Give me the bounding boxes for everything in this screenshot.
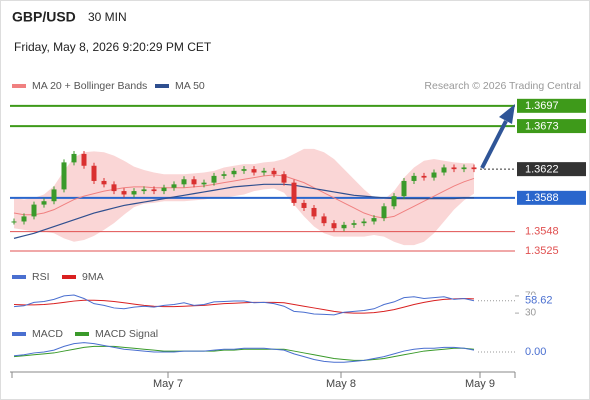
candle [111, 184, 117, 192]
legend-label: 9MA [82, 271, 104, 283]
level-label: 1.3622 [525, 164, 559, 176]
candle [281, 174, 287, 183]
candle [301, 202, 307, 208]
candle [341, 224, 347, 229]
candle [371, 218, 377, 222]
candle [441, 167, 447, 173]
rsi-line [13, 294, 475, 316]
candle [21, 216, 27, 222]
candle [151, 189, 157, 192]
y-tick-label: 0.00 [525, 346, 546, 358]
timeframe: 30 MIN [88, 10, 127, 24]
candle [471, 167, 477, 170]
candle [51, 189, 57, 202]
ma-line [13, 174, 475, 219]
source: Research © 2026 Trading Central [424, 80, 581, 92]
candle [101, 180, 107, 185]
candle [391, 196, 397, 207]
chart-title: GBP/USD [12, 9, 76, 25]
candle [401, 180, 407, 197]
level-label: 1.3525 [525, 245, 559, 257]
macd-line [13, 342, 475, 363]
candle [71, 153, 77, 163]
candle [161, 187, 167, 192]
candle [81, 153, 87, 166]
candle [141, 189, 147, 192]
level-label: 1.3588 [525, 192, 559, 204]
candle [251, 169, 257, 173]
candle [461, 167, 467, 170]
candle [411, 175, 417, 181]
candle [331, 223, 337, 229]
legend-label: RSI [32, 271, 50, 283]
ma-line [13, 183, 474, 239]
candle [241, 169, 247, 171]
rsi-line [13, 297, 475, 314]
level-box [517, 190, 586, 205]
candle [261, 170, 267, 173]
candle [451, 167, 457, 170]
candle [11, 221, 17, 223]
main-layer: 1.3697 1.3673 1.3622 1.3588 1.3548 1.3525 [11, 98, 586, 257]
candle [131, 191, 137, 195]
x-tick-label: May 7 [153, 378, 183, 390]
x-tick-label: May 8 [326, 378, 356, 390]
legend-label: MA 50 [175, 80, 205, 92]
legend-label: MACD [32, 328, 63, 340]
legend-swatch [12, 275, 26, 279]
candle [311, 207, 317, 217]
candle [91, 165, 97, 181]
candle [231, 170, 237, 175]
legend-swatch [155, 84, 169, 88]
level-label: 1.3548 [525, 226, 559, 238]
value-bg [520, 294, 560, 307]
legend-swatch [62, 275, 76, 279]
level-label: 1.3697 [525, 100, 559, 112]
chart-subtitle: Friday, May 8, 2026 9:20:29 PM CET [14, 40, 212, 54]
y-tick-label: 30 [525, 308, 537, 319]
candle [31, 204, 37, 217]
legend-label: MACD Signal [95, 328, 158, 340]
candle [61, 162, 67, 190]
candle [191, 179, 197, 185]
macd-line [13, 345, 475, 361]
level-box [517, 119, 586, 134]
level-box [517, 162, 586, 177]
candle [421, 175, 427, 178]
legend-swatch [12, 84, 26, 88]
candle [321, 216, 327, 224]
candle [41, 201, 47, 205]
legend-swatch [12, 332, 26, 336]
rsi-value: 58.62 [525, 295, 553, 307]
candle [271, 170, 277, 175]
candle [201, 182, 207, 185]
candle [431, 172, 437, 178]
candle [361, 221, 367, 224]
x-tick-label: May 9 [465, 378, 495, 390]
level-box [517, 98, 586, 113]
forecast-arrow [480, 120, 508, 169]
candle [171, 184, 177, 188]
level-label: 1.3673 [525, 120, 559, 132]
candle [181, 179, 187, 185]
candle [211, 175, 217, 183]
bollinger-band [14, 148, 474, 246]
candle [381, 206, 387, 219]
forecast-arrowhead [499, 104, 515, 124]
legend-swatch [75, 332, 89, 336]
candle [351, 223, 357, 225]
candle [291, 182, 297, 203]
candle [221, 174, 227, 176]
candle [121, 191, 127, 195]
legend-label: MA 20 + Bollinger Bands [32, 80, 147, 92]
